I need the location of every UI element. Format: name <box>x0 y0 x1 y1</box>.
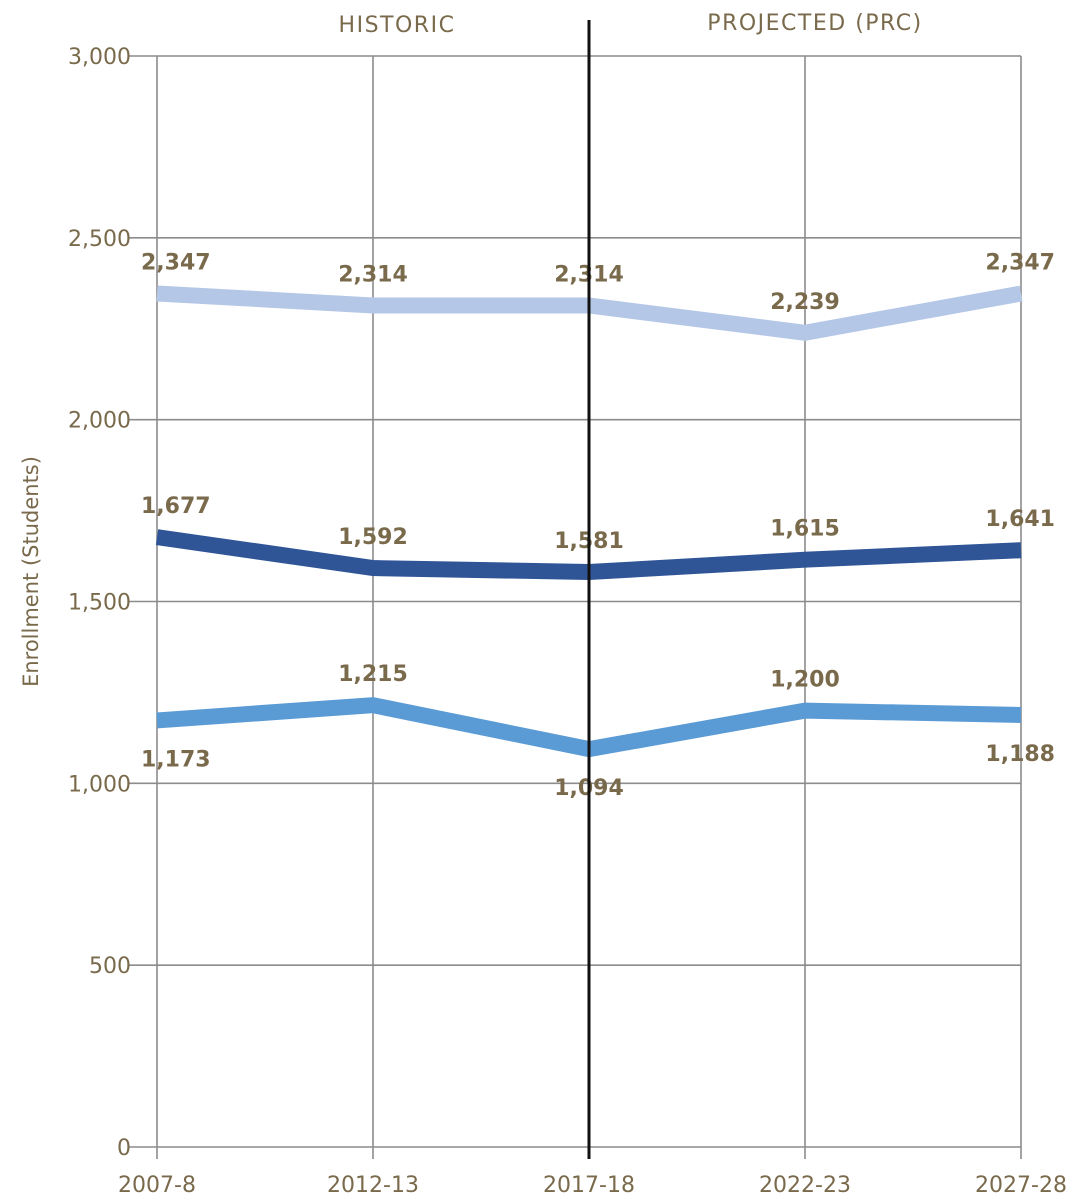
x-tick-label: 2027-28 <box>975 1173 1067 1196</box>
data-label: 2,347 <box>985 250 1055 275</box>
axis-layer: 0 500 1,000 1,500 2,000 2,500 3,000 2007-8 2012-… <box>19 11 1067 1196</box>
y-tick-label: 1,000 <box>68 772 131 797</box>
data-label: 1,592 <box>338 525 408 550</box>
y-tick-label: 1,500 <box>68 591 131 616</box>
historic-section-label: HISTORIC <box>339 13 456 38</box>
y-tick-label: 0 <box>117 1136 131 1161</box>
projected-section-label: PROJECTED (PRC) <box>707 11 922 36</box>
data-label: 1,173 <box>141 747 211 772</box>
data-label: 1,188 <box>985 742 1055 767</box>
x-tick-label: 2017-18 <box>543 1173 635 1196</box>
grid-layer <box>129 55 1022 1159</box>
y-axis-title: Enrollment (Students) <box>19 456 43 687</box>
data-label: 1,677 <box>141 494 211 519</box>
x-tick-label: 2012-13 <box>327 1173 419 1196</box>
y-tick-label: 3,000 <box>68 45 131 70</box>
x-tick-label: 2007-8 <box>118 1173 196 1196</box>
data-label: 1,215 <box>338 662 408 687</box>
y-tick-label: 2,500 <box>68 227 131 252</box>
y-tick-label: 2,000 <box>68 409 131 434</box>
data-label: 1,615 <box>770 517 840 542</box>
data-label: 1,200 <box>770 668 840 693</box>
data-label: 1,641 <box>985 507 1055 532</box>
data-label: 2,347 <box>141 250 211 275</box>
x-tick-label: 2022-23 <box>759 1173 851 1196</box>
y-tick-label: 500 <box>89 954 131 979</box>
data-label: 2,314 <box>338 262 408 287</box>
data-label: 2,239 <box>770 290 840 315</box>
